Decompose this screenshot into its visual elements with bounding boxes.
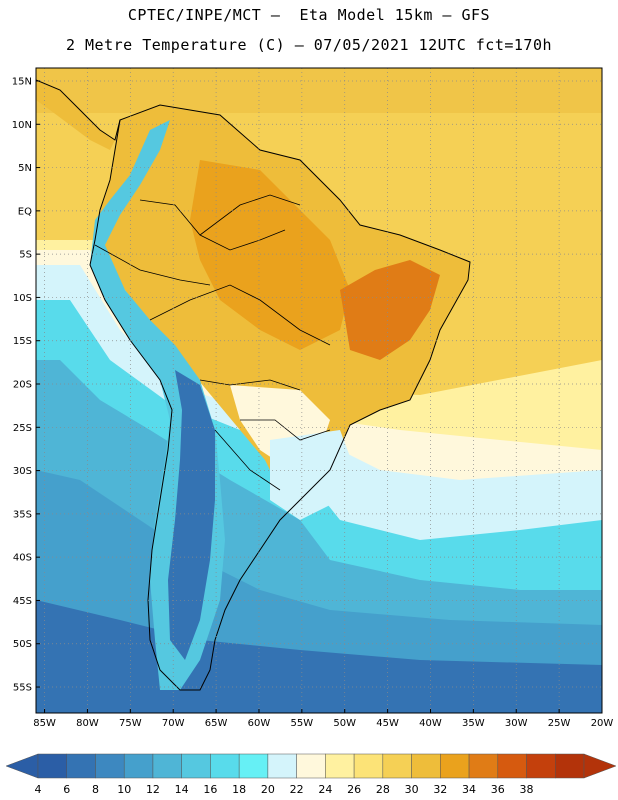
land-central-america [36,80,115,150]
lat-tick-label: 5N [18,163,32,174]
color-legend-swatch [526,753,556,779]
field-north-warm-band [36,68,602,113]
country-borders [94,194,331,491]
color-legend-label: 4 [35,783,42,796]
lon-tick-label: 25W [548,718,571,729]
color-legend-label: 22 [290,783,304,796]
color-legend-swatch [210,753,240,779]
color-legend-label: 32 [433,783,447,796]
color-legend-swatch [66,753,96,779]
color-legend-label: 24 [318,783,332,796]
land-cerrado-hottest [340,260,440,360]
lat-tick-label: 50S [13,639,32,650]
color-legend-swatch [95,753,125,779]
lon-tick-label: 70W [162,718,185,729]
color-legend-swatch [440,753,470,779]
lon-tick-label: 60W [248,718,271,729]
color-legend-swatch [555,753,585,779]
color-legend-label: 34 [462,783,476,796]
lat-tick-label: 15N [12,76,32,87]
lon-tick-label: 75W [119,718,142,729]
land-patagonia-andes-coldest [168,370,215,660]
lat-tick-label: 20S [13,380,32,391]
color-legend-label: 8 [92,783,99,796]
color-legend-swatch [296,753,326,779]
lat-tick-label: 5S [19,250,32,261]
lon-tick-label: 20W [591,718,614,729]
map-frame [35,67,603,714]
lat-tick-label: EQ [18,206,32,217]
lon-tick-label: 30W [505,718,528,729]
lat-tick-label: 35S [13,509,32,520]
lon-tick-label: 65W [205,718,228,729]
land-pampas-cool [270,430,355,520]
lat-tick-label: 55S [13,683,32,694]
lon-tick-label: 55W [291,718,314,729]
color-legend-label: 6 [63,783,70,796]
lat-tick-label: 40S [13,553,32,564]
lat-tick-label: 45S [13,596,32,607]
color-legend-label: 18 [232,783,246,796]
color-legend-swatch [353,753,384,779]
lon-tick-label: 45W [376,718,399,729]
color-legend-label: 36 [491,783,505,796]
color-legend-label: 28 [376,783,390,796]
temperature-map: 15N 10N 5N EQ 5S 10S 15S 20S 25S 30S 35S 40S 45S 50S 5… [12,67,613,729]
lat-tick-label: 10S [13,293,32,304]
lat-tick-label: 10N [12,120,32,131]
color-legend-min-arrow [5,753,39,779]
color-legend-labels: 4 6 8 10 12 14 16 18 20 22 24 26 28 30 32 34 36 38 [35,783,534,796]
longitude-axis: 85W 80W 75W 70W 65W 60W 55W 50W 45W 40W 35W 30W 25W 2… [33,709,613,729]
lon-tick-label: 85W [33,718,56,729]
color-legend-swatches [5,753,617,779]
color-legend-label: 38 [520,783,534,796]
coastline-central-america [36,79,121,141]
coastline [89,104,471,691]
color-legend-label: 10 [117,783,131,796]
chart-title-line-2: 2 Metre Temperature (C) – 07/05/2021 12U… [65,36,553,54]
color-legend-swatch [468,753,499,779]
latitude-axis: 15N 10N 5N EQ 5S 10S 15S 20S 25S 30S 35S 40S 45S 50S 5… [12,76,40,694]
color-legend-swatch [382,753,412,779]
lat-tick-label: 30S [13,466,32,477]
color-legend-label: 20 [261,783,275,796]
color-legend-swatch [181,753,211,779]
lat-tick-label: 15S [13,336,32,347]
color-legend-swatch [325,753,355,779]
lon-tick-label: 50W [333,718,356,729]
color-legend-swatch [152,753,182,779]
color-legend-swatch [37,753,67,779]
color-legend-label: 26 [347,783,361,796]
lat-tick-label: 25S [13,423,32,434]
color-legend-swatch [238,753,269,779]
land-amazon-hot [190,160,350,350]
lon-tick-label: 80W [76,718,99,729]
color-legend-label: 16 [203,783,217,796]
lon-tick-label: 40W [419,718,442,729]
color-legend-label: 14 [175,783,189,796]
color-legend-label: 12 [146,783,160,796]
color-legend-swatch [411,753,441,779]
lon-tick-label: 35W [462,718,485,729]
color-legend-max-arrow [583,753,617,779]
color-legend-label: 30 [405,783,419,796]
chart-title-line-1: CPTEC/INPE/MCT – Eta Model 15km – GFS [127,6,491,24]
color-legend-swatch [123,753,154,779]
color-legend: 4 6 8 10 12 14 16 18 20 22 24 26 28 30 32 34 36 38 [5,753,617,796]
color-legend-swatch [497,753,527,779]
color-legend-swatch [267,753,297,779]
